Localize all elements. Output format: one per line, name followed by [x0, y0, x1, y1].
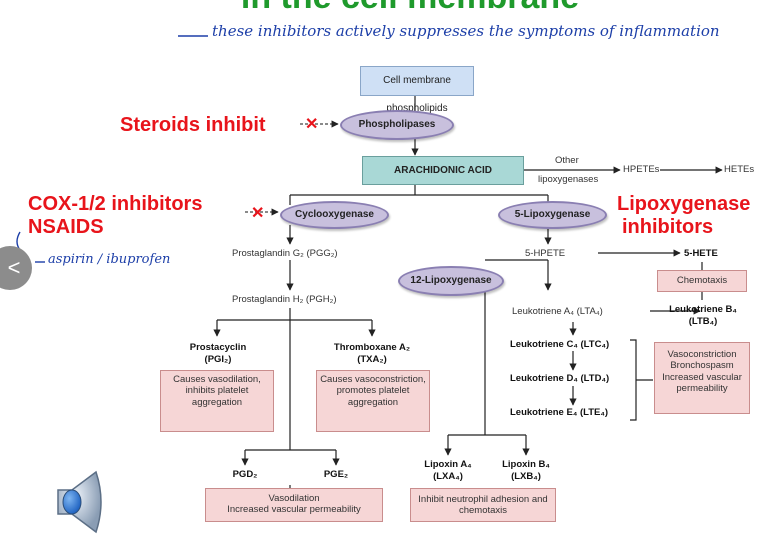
block-mark-steroids: ✕ [305, 116, 319, 133]
five-hpete-label: 5-HPETE [525, 248, 566, 259]
twelve-lipoxygenase-enzyme: 12-Lipoxygenase [398, 266, 504, 296]
lipoxygenase-annotation-line1: Lipoxygenase [617, 193, 751, 215]
hetes-label: HETEs [724, 164, 755, 175]
ltc4-label: Leukotriene C₄ (LTC₄) [510, 339, 610, 350]
lipoxygenase-annotation-line2: inhibitors [622, 216, 714, 238]
other-lipoxygenases-label-2: lipoxygenases [538, 174, 599, 185]
prostacyclin-label: Prostacyclin [189, 342, 247, 353]
chemotaxis-box: Chemotaxis [657, 270, 747, 292]
other-lipoxygenases-label: Other [555, 155, 579, 166]
pge2-label: PGE₂ [323, 469, 349, 480]
phospholipases-enzyme: Phospholipases [340, 110, 454, 140]
lxb4-label: Lipoxin B₄ [502, 459, 550, 470]
thromboxane-abbrev: (TXA₂) [357, 354, 387, 365]
phospholipids-box: Cell membrane phospholipids [360, 66, 474, 114]
ltb4-abbrev: (LTB₄) [688, 316, 718, 327]
handwritten-aspirin: aspirin / ibuprofen [48, 252, 171, 267]
leukotriene-effect-box: Vasoconstriction Bronchospasm Increased … [654, 342, 750, 414]
pg-effect-line1: Vasodilation [268, 493, 320, 504]
lte4-label: Leukotriene E₄ (LTE₄) [510, 407, 609, 418]
nsaids-annotation: NSAIDS [28, 216, 104, 238]
five-hete-label: 5-HETE [684, 248, 718, 259]
pgd2-label: PGD₂ [232, 469, 258, 480]
steroids-annotation: Steroids inhibit [120, 114, 266, 136]
arachidonic-acid-box: ARACHIDONIC ACID [362, 156, 524, 185]
hpetes-label: HPETEs [623, 164, 660, 175]
block-mark-cox: ✕ [251, 205, 265, 222]
speaker-audio-icon[interactable] [52, 468, 110, 536]
handwritten-note: these inhibitors actively suppresses the… [212, 22, 720, 40]
prostacyclin-effect-box: Causes vasodilation, inhibits platelet a… [160, 370, 274, 432]
lta4-label: Leukotriene A₄ (LTA₄) [512, 306, 603, 317]
ltd4-label: Leukotriene D₄ (LTD₄) [510, 373, 610, 384]
prostacyclin-abbrev: (PGI₂) [204, 354, 232, 365]
thromboxane-label: Thromboxane A₂ [333, 342, 411, 353]
lxa4-abbrev: (LXA₄) [433, 471, 463, 482]
lxb4-abbrev: (LXB₄) [511, 471, 541, 482]
thromboxane-effect-box: Causes vasoconstriction, promotes platel… [316, 370, 430, 432]
pgg2-label: Prostaglandin G₂ (PGG₂) [232, 248, 338, 259]
cox-inhibitors-annotation: COX-1/2 inhibitors [28, 193, 203, 215]
lxa4-label: Lipoxin A₄ [424, 459, 472, 470]
cyclooxygenase-enzyme: Cyclooxygenase [280, 201, 389, 229]
five-lipoxygenase-enzyme: 5-Lipoxygenase [498, 201, 607, 229]
ltb4-label: Leukotriene B₄ [669, 304, 737, 315]
pg-effect-line2: Increased vascular permeability [227, 504, 361, 516]
pg-effect-box: Vasodilation Increased vascular permeabi… [205, 488, 383, 522]
lipoxin-effect-box: Inhibit neutrophil adhesion and chemotax… [410, 488, 556, 522]
slide-title: in the cell membrane [180, 0, 640, 17]
pgh2-label: Prostaglandin H₂ (PGH₂) [232, 294, 337, 305]
